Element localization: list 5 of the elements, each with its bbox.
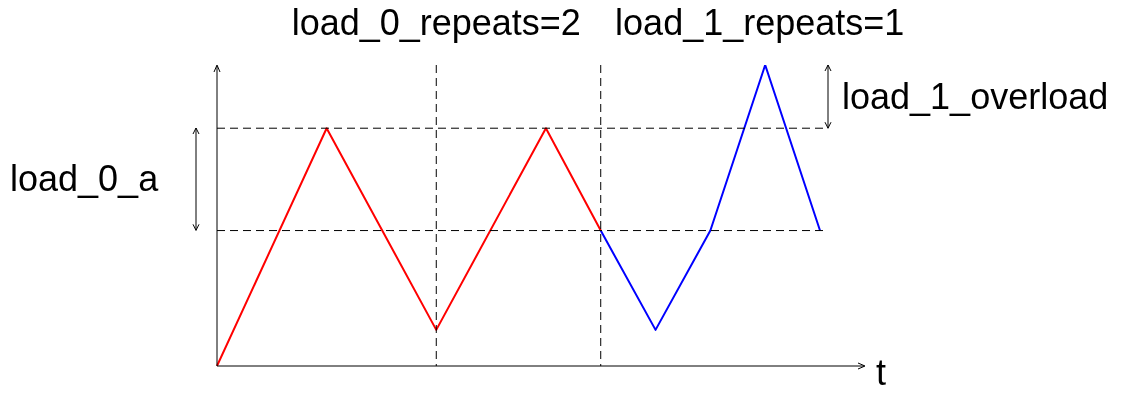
text: load_0_repeats=2 — [291, 1, 581, 43]
x-axis-title: t — [875, 351, 887, 393]
text: load_1_repeats=1 — [615, 1, 905, 43]
text: load_1_overload — [842, 75, 1109, 117]
text: load_0_a — [10, 158, 160, 200]
